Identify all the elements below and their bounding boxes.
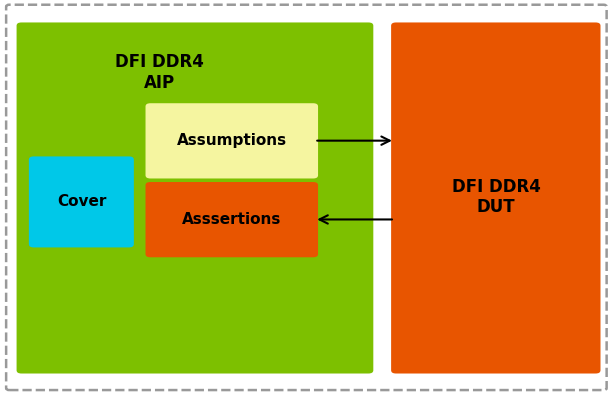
FancyBboxPatch shape [29,156,134,247]
Text: Asssertions: Asssertions [182,212,282,227]
FancyBboxPatch shape [17,22,373,374]
Text: DFI DDR4
DUT: DFI DDR4 DUT [452,178,540,216]
Text: Cover: Cover [57,194,106,209]
FancyBboxPatch shape [146,103,318,178]
FancyBboxPatch shape [391,22,600,374]
FancyBboxPatch shape [146,182,318,257]
Text: Assumptions: Assumptions [177,133,287,148]
FancyBboxPatch shape [6,5,607,390]
Text: DFI DDR4
AIP: DFI DDR4 AIP [115,53,204,92]
